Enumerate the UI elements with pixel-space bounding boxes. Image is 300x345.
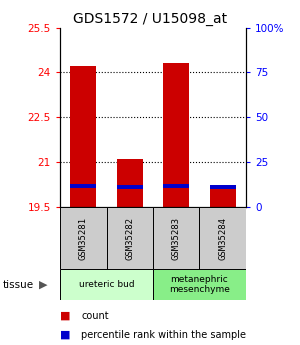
Bar — [70, 67, 96, 207]
Text: GSM35284: GSM35284 — [218, 217, 227, 259]
Bar — [70, 184, 96, 188]
Text: GSM35282: GSM35282 — [125, 217, 134, 259]
Bar — [200, 207, 246, 269]
Bar — [210, 185, 236, 207]
Bar — [60, 207, 106, 269]
Text: ▶: ▶ — [39, 280, 48, 289]
Text: ■: ■ — [60, 330, 70, 339]
Bar — [164, 184, 189, 188]
Text: GSM35281: GSM35281 — [79, 217, 88, 259]
Bar — [117, 159, 142, 207]
Bar — [153, 269, 246, 300]
Bar — [60, 269, 153, 300]
Bar — [164, 63, 189, 207]
Bar — [106, 207, 153, 269]
Text: metanephric
mesenchyme: metanephric mesenchyme — [169, 275, 230, 294]
Text: count: count — [81, 311, 109, 321]
Text: percentile rank within the sample: percentile rank within the sample — [81, 330, 246, 339]
Bar — [153, 207, 200, 269]
Text: ■: ■ — [60, 311, 70, 321]
Bar — [117, 186, 142, 189]
Text: GDS1572 / U15098_at: GDS1572 / U15098_at — [73, 12, 227, 26]
Text: tissue: tissue — [3, 280, 34, 289]
Text: GSM35283: GSM35283 — [172, 217, 181, 259]
Text: ureteric bud: ureteric bud — [79, 280, 134, 289]
Bar — [210, 186, 236, 189]
